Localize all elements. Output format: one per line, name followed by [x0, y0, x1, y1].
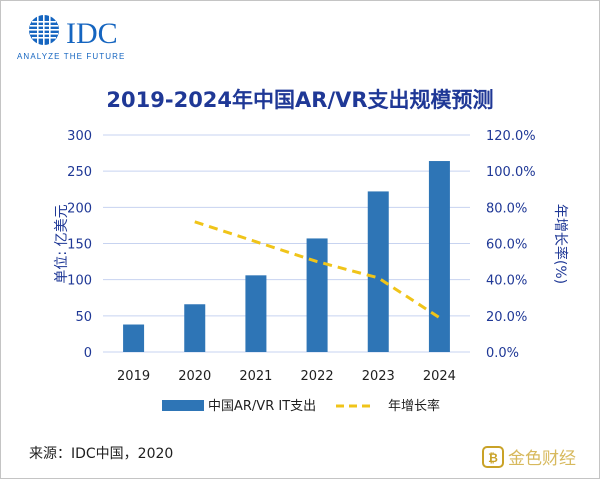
coin-icon — [482, 446, 504, 468]
watermark-text: 金色财经 — [508, 449, 576, 469]
bar — [245, 275, 267, 352]
y2-tick-label: 100.0% — [486, 165, 536, 180]
y-axis-label: 单位: 亿美元 — [54, 204, 70, 283]
y-tick-label: 0 — [84, 346, 92, 361]
y2-tick-label: 60.0% — [486, 238, 527, 253]
bar — [428, 161, 450, 352]
grid-lines — [103, 134, 470, 353]
logo-brand: IDC — [66, 17, 118, 50]
y2-tick-label: 20.0% — [486, 310, 527, 325]
y-tick-label: 300 — [67, 129, 92, 144]
bar — [123, 324, 145, 352]
bar — [306, 238, 328, 352]
x-tick-label: 2021 — [239, 369, 272, 384]
y-tick-label: 250 — [67, 165, 92, 180]
y-tick-label: 50 — [75, 310, 92, 325]
source-note: 来源：IDC中国，2020 — [29, 446, 174, 462]
legend-bar-label: 中国AR/VR IT支出 — [208, 399, 316, 414]
legend-line-label: 年增长率 — [388, 398, 440, 414]
bar — [367, 191, 389, 352]
y-tick-label: 200 — [67, 201, 92, 216]
y2-tick-label: 80.0% — [486, 201, 527, 216]
legend-bar-swatch — [162, 400, 204, 411]
y2-tick-label: 0.0% — [486, 346, 519, 361]
y2-tick-label: 40.0% — [486, 274, 527, 289]
x-tick-label: 2023 — [362, 369, 395, 384]
x-tick-label: 2024 — [423, 369, 456, 384]
legend: 中国AR/VR IT支出 年增长率 — [162, 398, 440, 414]
bar — [184, 304, 206, 352]
bar-series — [123, 161, 450, 352]
watermark-logo: ₿ 金色财经 — [482, 446, 576, 469]
x-tick-label: 2019 — [117, 369, 150, 384]
y-tick-label: 150 — [67, 238, 92, 253]
y-tick-label: 100 — [67, 274, 92, 289]
globe-icon — [29, 15, 59, 45]
svg-text:₿: ₿ — [488, 451, 498, 465]
line-series — [194, 220, 441, 319]
y2-tick-label: 120.0% — [486, 129, 536, 144]
logo-tagline: ANALYZE THE FUTURE — [17, 52, 125, 61]
x-tick-label: 2022 — [301, 369, 334, 384]
chart-title: 2019-2024年中国AR/VR支出规模预测 — [106, 88, 493, 112]
y2-axis-label: 年增长率(%) — [552, 204, 569, 284]
axis-ticks: 0 0.0% 50 20.0% 100 40.0% 150 60.0% 200 80.0% 250 1… — [67, 129, 535, 384]
idc-logo: IDC ANALYZE THE FUTURE — [17, 15, 125, 61]
x-tick-label: 2020 — [178, 369, 211, 384]
